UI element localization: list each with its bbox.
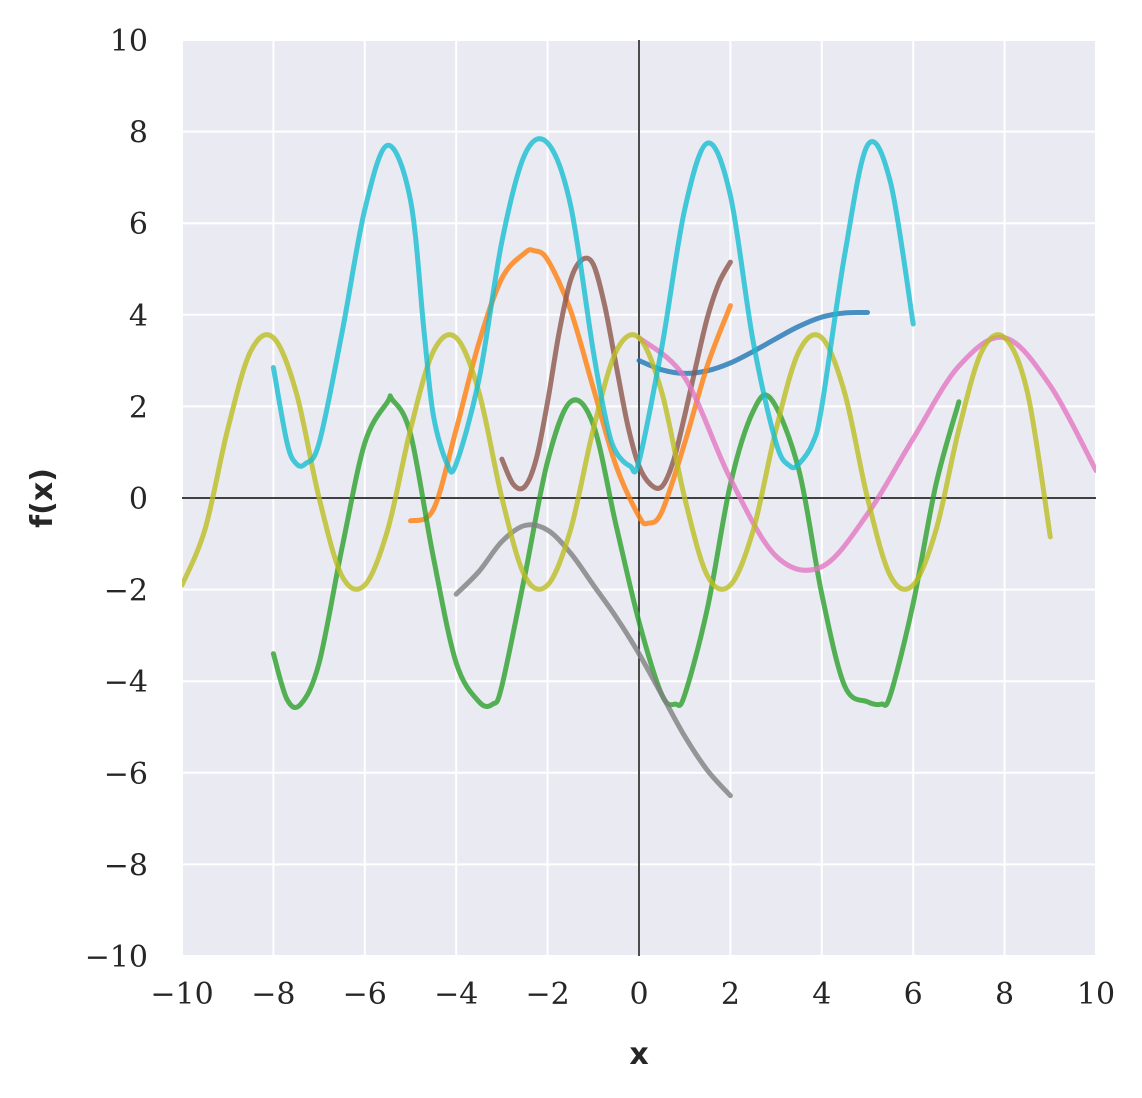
x-tick-label: 4 <box>812 977 831 1012</box>
series-line-2 <box>408 247 733 527</box>
x-tick-label: −8 <box>251 977 295 1012</box>
y-tick-label: 0 <box>129 482 148 517</box>
y-tick-label: −2 <box>104 574 148 609</box>
series-line-4 <box>499 255 733 492</box>
y-tick-label: 8 <box>129 116 148 151</box>
series-line-5 <box>636 334 1096 573</box>
series-line-6 <box>453 522 733 799</box>
y-axis-label: f(x) <box>25 468 60 528</box>
y-tick-label: 6 <box>129 207 148 242</box>
y-tick-label: 4 <box>129 299 148 334</box>
y-tick-labels: −10 −8 −6 −4 −2 0 2 4 6 8 10 <box>85 24 148 975</box>
y-tick-label: −10 <box>85 940 148 975</box>
y-tick-label: −6 <box>104 757 148 792</box>
x-tick-label: −4 <box>434 977 478 1012</box>
series-line-8 <box>270 136 916 475</box>
x-tick-label: −2 <box>525 977 569 1012</box>
x-tick-label: 2 <box>721 977 740 1012</box>
x-tick-label: −6 <box>343 977 387 1012</box>
x-tick-label: 0 <box>629 977 648 1012</box>
series-line-3 <box>270 392 962 710</box>
y-tick-label: 2 <box>129 390 148 425</box>
x-axis-label: x <box>629 1037 648 1072</box>
series-line-7 <box>182 332 1053 592</box>
y-tick-label: 10 <box>110 24 148 59</box>
y-tick-label: −8 <box>104 848 148 883</box>
series-layer <box>182 136 1096 799</box>
y-tick-label: −4 <box>104 665 148 700</box>
x-tick-label: 6 <box>904 977 923 1012</box>
x-tick-label: 10 <box>1077 977 1115 1012</box>
x-tick-label: 8 <box>995 977 1014 1012</box>
x-tick-label: −10 <box>150 977 213 1012</box>
x-tick-labels: −10 −8 −6 −4 −2 0 2 4 6 8 10 <box>150 977 1115 1012</box>
